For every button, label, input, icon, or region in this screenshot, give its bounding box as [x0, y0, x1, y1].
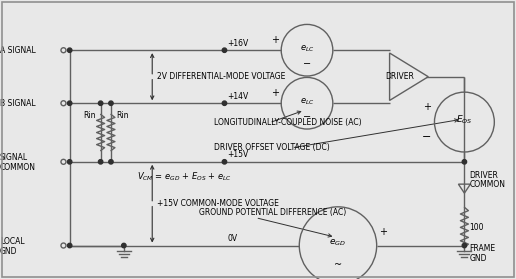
Text: COMMON: COMMON: [470, 180, 506, 189]
Text: ~: ~: [334, 260, 342, 270]
Text: 2V DIFFERENTIAL-MODE VOLTAGE: 2V DIFFERENTIAL-MODE VOLTAGE: [157, 72, 286, 81]
Text: 0V: 0V: [227, 234, 237, 243]
Text: +15V: +15V: [227, 150, 248, 159]
Text: LONGITUDINALLY-COUPLED NOISE (AC): LONGITUDINALLY-COUPLED NOISE (AC): [214, 118, 362, 127]
Text: −: −: [303, 112, 311, 122]
Text: GROUND POTENTIAL DIFFERENCE (AC): GROUND POTENTIAL DIFFERENCE (AC): [199, 208, 346, 217]
Circle shape: [222, 101, 227, 105]
Circle shape: [68, 160, 72, 164]
Text: $e_{GD}$: $e_{GD}$: [329, 237, 347, 248]
Text: Rin: Rin: [116, 111, 128, 120]
Text: FRAME: FRAME: [470, 244, 496, 253]
Text: LOCAL: LOCAL: [0, 237, 25, 246]
Text: $e_{LC}$: $e_{LC}$: [300, 97, 314, 107]
Text: DRIVER: DRIVER: [385, 72, 414, 81]
Circle shape: [61, 244, 66, 247]
Circle shape: [61, 101, 66, 105]
Text: Rin: Rin: [83, 111, 95, 120]
Text: +: +: [271, 35, 279, 45]
Text: +14V: +14V: [227, 92, 248, 101]
Text: SIGNAL: SIGNAL: [0, 153, 28, 162]
Circle shape: [222, 160, 227, 164]
Text: +: +: [424, 102, 431, 112]
Text: $V_{CM}$ = $e_{GD}$ + $E_{OS}$ + $e_{LC}$: $V_{CM}$ = $e_{GD}$ + $E_{OS}$ + $e_{LC}…: [137, 171, 232, 183]
Text: B SIGNAL: B SIGNAL: [0, 99, 36, 108]
Circle shape: [109, 160, 113, 164]
Text: $e_{LC}$: $e_{LC}$: [300, 44, 314, 54]
Circle shape: [61, 160, 66, 164]
Circle shape: [61, 48, 66, 52]
Text: $E_{OS}$: $E_{OS}$: [456, 114, 473, 126]
Text: DRIVER: DRIVER: [470, 171, 498, 180]
Text: DRIVER OFFSET VOLTAGE (DC): DRIVER OFFSET VOLTAGE (DC): [214, 143, 330, 152]
Circle shape: [109, 101, 113, 105]
Text: COMMON: COMMON: [0, 163, 36, 172]
Circle shape: [68, 243, 72, 248]
Circle shape: [68, 48, 72, 52]
Text: +15V COMMON-MODE VOLTAGE: +15V COMMON-MODE VOLTAGE: [157, 199, 279, 208]
Text: +: +: [271, 88, 279, 98]
Circle shape: [99, 101, 103, 105]
Circle shape: [122, 243, 126, 248]
Text: GND: GND: [0, 247, 18, 256]
Text: +: +: [379, 227, 386, 237]
Circle shape: [462, 243, 466, 248]
Text: A SIGNAL: A SIGNAL: [0, 46, 36, 55]
Text: −: −: [303, 59, 311, 69]
Text: −: −: [422, 132, 431, 142]
Text: 100: 100: [470, 223, 484, 232]
Text: +16V: +16V: [227, 39, 248, 48]
Circle shape: [462, 160, 466, 164]
Circle shape: [68, 101, 72, 105]
Circle shape: [222, 48, 227, 52]
Text: GND: GND: [470, 254, 487, 263]
Circle shape: [99, 160, 103, 164]
